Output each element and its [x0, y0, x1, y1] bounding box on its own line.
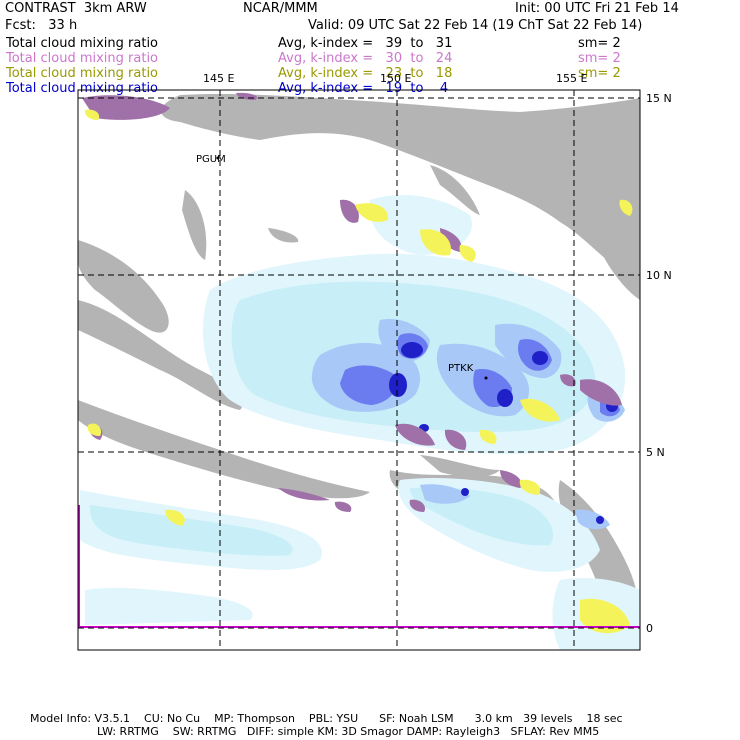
station-marker-pgum	[216, 156, 220, 160]
magenta-cloud-field	[82, 92, 622, 512]
model-info-line1: Model Info: V3.5.1 CU: No Cu MP: Thompso…	[30, 712, 623, 725]
forecast-hour: Fcst: 33 h	[5, 18, 78, 33]
model-info-line2: LW: RRTMG SW: RRTMG DIFF: simple KM: 3D …	[97, 725, 600, 738]
station-label-ptkk: PTKK	[448, 363, 474, 374]
field-sm-1: sm= 2	[578, 36, 621, 51]
domain-boundary	[78, 505, 640, 628]
field-name-4: Total cloud mixing ratio	[6, 81, 159, 96]
center-label: NCAR/MMM	[243, 1, 318, 16]
field-sm-3: sm= 2	[578, 66, 621, 81]
model-title: CONTRAST 3km ARW	[5, 1, 147, 16]
dark-blue-cloud-core	[115, 101, 618, 524]
map-fields	[78, 92, 640, 650]
field-avg-3: Avg, k-index = 23 to 18	[278, 66, 453, 81]
init-time: Init: 00 UTC Fri 21 Feb 14	[515, 1, 679, 16]
lon-label-145e: 145 E	[203, 72, 234, 85]
field-name-2: Total cloud mixing ratio	[6, 51, 159, 66]
map-frame	[77, 89, 641, 651]
field-name-1: Total cloud mixing ratio	[6, 36, 159, 51]
station-marker-ptkk	[484, 376, 488, 380]
yellow-cloud-field	[84, 109, 633, 634]
lon-label-150e: 150 E	[380, 72, 411, 85]
field-avg-4: Avg, k-index = 19 to 4	[278, 81, 449, 96]
lat-label-15n: 15 N	[646, 92, 672, 105]
lat-label-5n: 5 N	[646, 446, 665, 459]
field-name-3: Total cloud mixing ratio	[6, 66, 159, 81]
field-sm-2: sm= 2	[578, 51, 621, 66]
lon-label-155e: 155 E	[556, 72, 587, 85]
lat-label-0: 0	[646, 622, 653, 635]
lat-lon-grid	[78, 90, 640, 650]
field-avg-1: Avg, k-index = 39 to 31	[278, 36, 453, 51]
valid-time: Valid: 09 UTC Sat 22 Feb 14 (19 ChT Sat …	[308, 18, 643, 33]
field-avg-2: Avg, k-index = 30 to 24	[278, 51, 453, 66]
lat-label-10n: 10 N	[646, 269, 672, 282]
station-label-pgum: PGUM	[196, 154, 226, 165]
